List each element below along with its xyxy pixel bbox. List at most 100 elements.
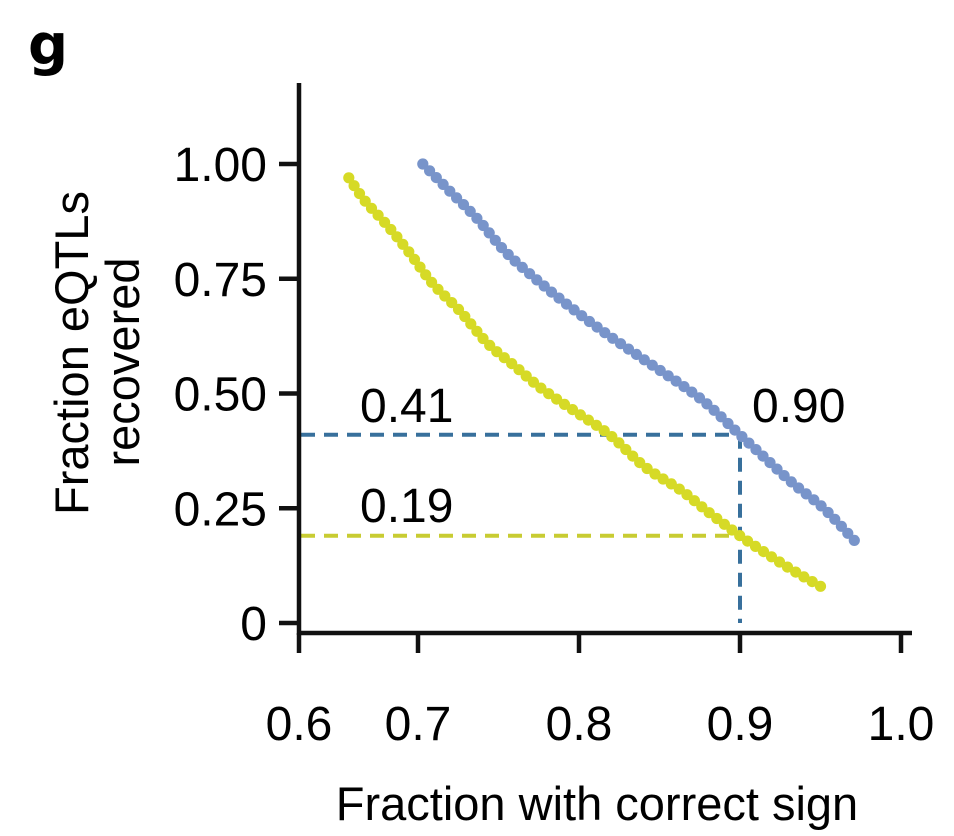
data-point: [662, 370, 674, 382]
x-tick-label: 1.0: [868, 698, 935, 751]
data-point: [348, 180, 360, 192]
data-point: [553, 292, 565, 304]
y-tick-label: 0.50: [174, 369, 267, 422]
data-point: [483, 227, 495, 239]
y-tick-label: 0.25: [174, 483, 267, 536]
data-point: [403, 246, 415, 258]
data-point: [568, 304, 580, 316]
data-point: [765, 551, 778, 563]
data-point: [829, 513, 841, 525]
x-tick-label: 0.6: [266, 698, 333, 751]
data-point: [495, 242, 508, 254]
series-yellow-curve: [343, 172, 827, 592]
data-point: [576, 310, 588, 322]
data-point: [543, 388, 555, 400]
x-tick-label: 0.7: [385, 698, 452, 751]
data-point: [598, 425, 610, 437]
data-point: [353, 188, 366, 200]
data-point: [417, 158, 429, 170]
data-point: [815, 500, 827, 512]
data-point: [734, 530, 746, 542]
data-point: [574, 409, 587, 421]
y-axis-title-line1: Fraction eQTLs: [45, 191, 98, 515]
data-point: [509, 255, 521, 267]
data-point: [489, 234, 501, 246]
data-point: [806, 576, 818, 588]
data-point: [790, 566, 802, 578]
reference-lines-layer: [301, 432, 742, 623]
y-tick-label: 0: [240, 598, 267, 651]
data-point: [703, 507, 715, 519]
panel-label: g: [28, 13, 68, 78]
data-point: [814, 580, 827, 592]
data-point: [848, 534, 860, 547]
data-point: [513, 364, 525, 376]
data-point: [545, 286, 558, 298]
data-point: [590, 419, 603, 431]
data-point: [800, 488, 812, 500]
series-blue-curve: [417, 158, 860, 547]
data-point: [591, 321, 603, 333]
data-point: [531, 274, 543, 286]
data-point: [583, 315, 596, 328]
axes-layer: 1.00 0.75 0.50 0.25 0 0.6 0.7 0.8 0.9 1.0: [174, 83, 935, 751]
data-point: [372, 209, 384, 221]
annotation-blue-recall: 0.41: [360, 380, 453, 433]
y-tick-label: 1.00: [174, 139, 267, 192]
data-point: [451, 192, 463, 204]
data-point: [622, 343, 635, 355]
y-axis-title-line2: recovered: [96, 258, 149, 467]
data-point: [459, 310, 471, 323]
data-point: [630, 348, 643, 360]
data-point: [686, 386, 698, 398]
data-point: [420, 269, 432, 281]
data-point: [743, 437, 755, 449]
y-tick-label: 0.75: [174, 254, 267, 307]
data-point: [718, 518, 731, 530]
data-point: [446, 297, 458, 309]
data-point: [465, 318, 477, 330]
data-point: [397, 238, 409, 250]
data-point: [701, 398, 713, 410]
data-point: [670, 375, 682, 387]
data-point: [711, 512, 723, 525]
data-point: [665, 478, 677, 490]
data-point: [778, 470, 790, 482]
data-point: [430, 172, 442, 184]
data-point: [771, 463, 783, 475]
data-point: [646, 359, 658, 371]
data-point: [551, 393, 563, 405]
data-point: [798, 571, 810, 583]
data-point: [391, 231, 403, 243]
data-point: [654, 364, 666, 377]
data-point: [793, 482, 805, 494]
data-point: [673, 483, 685, 495]
annotation-yellow-recall: 0.19: [360, 480, 453, 533]
data-point: [757, 546, 770, 558]
data-point: [477, 219, 489, 232]
series-layer: [343, 158, 860, 592]
data-point: [693, 392, 706, 404]
x-tick-label: 0.8: [546, 698, 613, 751]
data-point: [657, 473, 669, 485]
data-point: [615, 338, 627, 350]
data-point: [773, 556, 786, 568]
data-point: [726, 524, 738, 536]
data-point: [649, 468, 661, 480]
data-point: [781, 561, 794, 573]
data-point: [566, 404, 579, 416]
data-point: [749, 540, 762, 553]
data-point: [742, 535, 754, 547]
data-point: [607, 332, 619, 344]
data-point: [491, 346, 503, 358]
x-axis-title: Fraction with correct sign: [336, 777, 858, 830]
data-point: [842, 527, 854, 539]
data-point: [520, 370, 532, 382]
data-point: [464, 205, 476, 217]
data-point: [560, 298, 573, 310]
data-point: [599, 327, 611, 339]
data-point: [414, 261, 426, 273]
data-point: [477, 332, 489, 345]
